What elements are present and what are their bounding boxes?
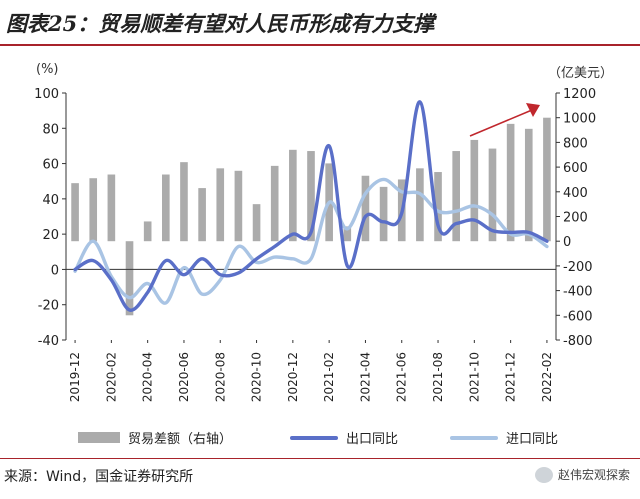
wechat-icon (534, 466, 553, 483)
right-tick-label: -600 (563, 309, 593, 324)
legend: 贸易差额（右轴） 出口同比 进口同比 (0, 428, 640, 448)
right-tick-label: 1000 (563, 112, 596, 127)
trade-balance-bar (143, 221, 152, 242)
trade-balance-bar (543, 117, 551, 242)
trade-balance-bar (379, 186, 388, 242)
trade-balance-bar (180, 162, 188, 242)
x-tick-label: 2021-08 (431, 352, 445, 402)
left-tick-label: 40 (42, 193, 59, 208)
trade-balance-bar (524, 128, 533, 242)
trade-balance-bar (198, 188, 206, 242)
right-tick-label: -200 (563, 260, 593, 275)
x-tick-label: 2021-02 (322, 352, 336, 402)
export-yoy-line (73, 100, 549, 312)
trade-balance-bar (488, 148, 497, 242)
trade-balance-bar (506, 123, 515, 242)
right-tick-label: 200 (563, 211, 588, 226)
trade-balance-bar (234, 170, 243, 242)
trade-balance-bar (71, 183, 79, 242)
chart-title: 图表25：贸易顺差有望对人民币形成有力支撑 (6, 11, 435, 36)
trade-balance-bar (416, 168, 424, 242)
left-tick-label: -20 (38, 299, 59, 314)
left-tick-label: 20 (42, 228, 59, 243)
watermark-text: 赵伟宏观探索 (557, 468, 630, 482)
trade-balance-bar (107, 174, 116, 242)
legend-swatch-export (290, 435, 338, 440)
right-tick-label: 600 (563, 161, 588, 176)
source-note: 来源：Wind，国金证券研究所 (4, 469, 194, 485)
left-tick-label: -40 (38, 334, 59, 349)
right-tick-label: 0 (563, 235, 571, 250)
right-tick-label: 1200 (563, 87, 596, 102)
left-tick-label: 80 (42, 122, 59, 137)
chart-plot: -40-20020406080100-800-600-400-200020040… (34, 87, 596, 402)
account-watermark: 赵伟宏观探索 (534, 466, 630, 483)
x-tick-label: 2021-12 (504, 352, 518, 402)
x-tick-label: 2020-10 (250, 352, 264, 402)
trade-balance-bar (89, 178, 98, 242)
bottom-rule (0, 458, 640, 459)
trade-balance-bar (470, 139, 479, 242)
right-tick-label: 400 (563, 186, 588, 201)
legend-label-trade-balance: 贸易差额（右轴） (128, 432, 233, 447)
left-axis-unit: (%) (36, 62, 59, 77)
legend-swatch-import (450, 435, 498, 440)
x-tick-label: 2020-12 (286, 352, 300, 402)
trade-balance-bar (216, 168, 225, 242)
legend-item-export: 出口同比 (290, 428, 398, 447)
right-tick-label: 800 (563, 136, 588, 151)
trade-balance-bar (252, 204, 261, 242)
import-yoy-line (73, 177, 549, 305)
left-tick-label: 0 (51, 263, 59, 278)
x-tick-label: 2020-08 (213, 352, 227, 402)
right-tick-label: -400 (563, 285, 593, 300)
trade-balance-bar (343, 226, 352, 242)
x-tick-label: 2020-04 (141, 352, 155, 402)
legend-swatch-bar (78, 432, 120, 443)
x-tick-label: 2021-06 (395, 352, 409, 402)
legend-item-trade-balance: 贸易差额（右轴） (78, 428, 232, 447)
x-tick-label: 2022-02 (540, 352, 554, 402)
trade-balance-bar (307, 151, 315, 242)
trade-balance-bar (270, 165, 279, 242)
title-bar: 图表25：贸易顺差有望对人民币形成有力支撑 (0, 0, 640, 46)
trade-balance-bar (125, 241, 134, 316)
left-tick-label: 60 (42, 158, 59, 173)
x-tick-label: 2021-04 (358, 352, 372, 402)
legend-label-export: 出口同比 (346, 432, 399, 447)
trend-arrow-shaft (469, 109, 533, 137)
right-axis-unit: （亿美元） (548, 66, 614, 81)
left-tick-label: 100 (34, 87, 59, 102)
trade-balance-bar (452, 151, 460, 242)
trade-balance-bar (289, 149, 297, 242)
x-tick-label: 2020-06 (177, 352, 191, 402)
legend-label-import: 进口同比 (506, 432, 559, 447)
x-tick-label: 2020-02 (104, 352, 118, 402)
legend-item-import: 进口同比 (450, 428, 558, 447)
trade-balance-bar (162, 174, 170, 242)
x-tick-label: 2019-12 (68, 352, 82, 402)
trade-balance-bar (434, 172, 442, 242)
x-tick-label: 2021-10 (467, 352, 481, 402)
trend-arrow-head (526, 103, 540, 117)
trade-balance-bar (361, 175, 370, 242)
right-tick-label: -800 (563, 334, 593, 349)
